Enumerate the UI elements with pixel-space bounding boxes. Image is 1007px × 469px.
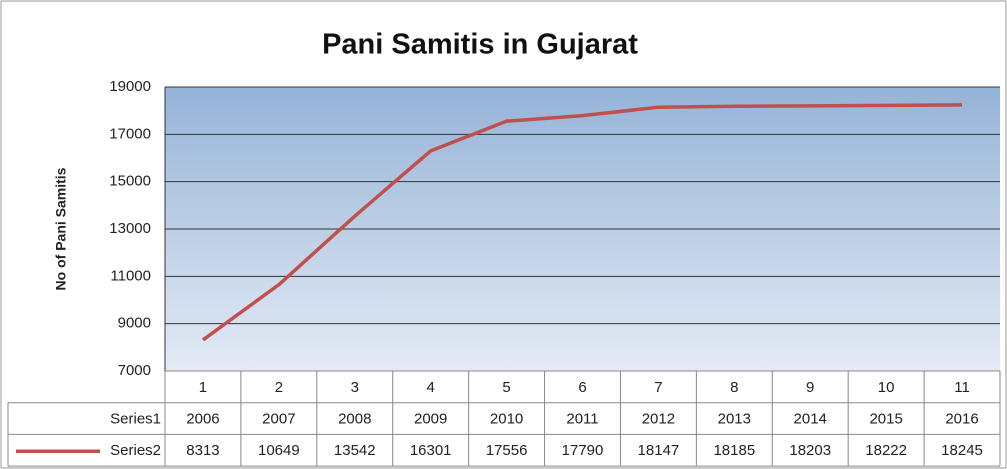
table-value: 2009 <box>414 411 447 428</box>
table-value: 2008 <box>338 411 371 428</box>
x-tick-label: 8 <box>730 379 738 396</box>
table-value: 10649 <box>258 442 300 459</box>
table-value: 16301 <box>410 442 452 459</box>
table-value: 2011 <box>566 411 598 428</box>
table-value: 2016 <box>945 411 978 428</box>
series-line <box>201 103 963 342</box>
table-value: 17790 <box>562 442 604 459</box>
y-tick-label: 17000 <box>109 125 151 142</box>
x-tick-label: 11 <box>954 379 970 396</box>
x-tick-label: 5 <box>502 379 510 396</box>
legend-label: Series2 <box>110 442 161 459</box>
table-value: 17556 <box>486 442 528 459</box>
table-value: 2012 <box>642 411 675 428</box>
y-tick-label: 7000 <box>118 362 151 379</box>
y-tick-label: 11000 <box>110 267 151 284</box>
legend-label: Series1 <box>110 411 161 428</box>
x-tick-label: 10 <box>878 379 895 396</box>
x-tick-label: 4 <box>427 379 435 396</box>
table-value: 18245 <box>941 442 983 459</box>
x-tick-label: 1 <box>199 379 207 396</box>
table-value: 13542 <box>334 442 376 459</box>
y-tick-label: 19000 <box>109 78 151 95</box>
y-tick-label: 13000 <box>109 220 151 237</box>
x-tick-label: 7 <box>654 379 662 396</box>
x-tick-label: 3 <box>351 379 359 396</box>
table-value: 2013 <box>718 411 751 428</box>
table-value: 18203 <box>789 442 831 459</box>
x-tick-label: 6 <box>578 379 586 396</box>
table-value: 2015 <box>869 411 902 428</box>
y-axis-label: No of Pani Samitis <box>53 167 69 290</box>
table-value: 18222 <box>865 442 907 459</box>
table-value: 2014 <box>794 411 827 428</box>
x-tick-label: 9 <box>806 379 814 396</box>
table-value: 18185 <box>713 442 755 459</box>
table-value: 8313 <box>186 442 219 459</box>
y-tick-label: 9000 <box>118 315 151 332</box>
table-value: 2007 <box>262 411 295 428</box>
table-value: 2006 <box>186 411 219 428</box>
chart-title: Pani Samitis in Gujarat <box>322 29 638 61</box>
x-tick-label: 2 <box>275 379 283 396</box>
y-tick-label: 15000 <box>109 173 151 190</box>
table-value: 2010 <box>490 411 523 428</box>
table-value: 18147 <box>638 442 680 459</box>
